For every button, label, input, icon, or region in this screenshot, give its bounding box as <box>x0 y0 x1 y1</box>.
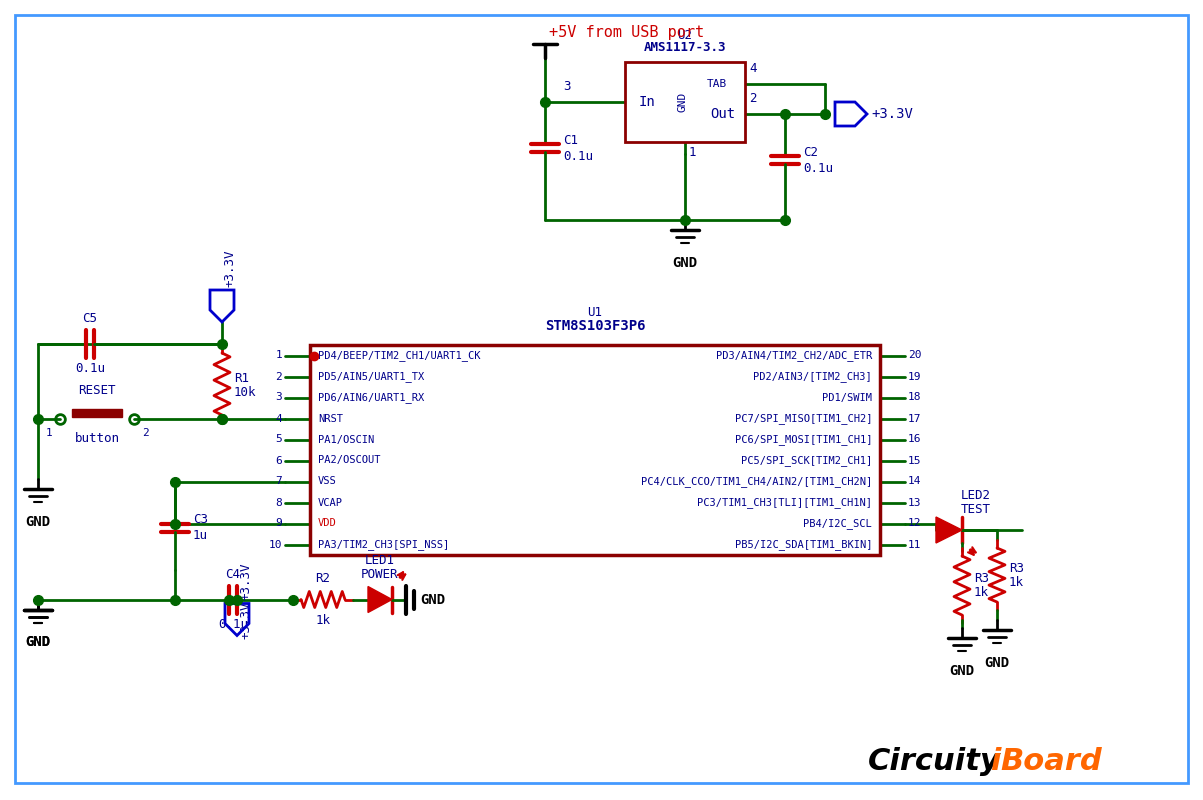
Text: GND: GND <box>672 256 698 270</box>
Text: Circuity: Circuity <box>869 747 1001 777</box>
Text: 0.1u: 0.1u <box>802 162 832 174</box>
Text: PC4/CLK_CCO/TIM1_CH4/AIN2/[TIM1_CH2N]: PC4/CLK_CCO/TIM1_CH4/AIN2/[TIM1_CH2N] <box>641 476 872 487</box>
Text: POWER: POWER <box>361 569 398 582</box>
Text: Board: Board <box>1000 747 1102 777</box>
Text: TEST: TEST <box>961 503 991 516</box>
Text: PD4/BEEP/TIM2_CH1/UART1_CK: PD4/BEEP/TIM2_CH1/UART1_CK <box>318 350 480 361</box>
Text: 2: 2 <box>142 429 149 438</box>
Text: R2: R2 <box>315 573 331 586</box>
Text: 2: 2 <box>275 371 282 382</box>
Text: PD1/SWIM: PD1/SWIM <box>822 393 872 402</box>
Text: PA3/TIM2_CH3[SPI_NSS]: PA3/TIM2_CH3[SPI_NSS] <box>318 539 449 550</box>
Bar <box>72 409 122 417</box>
Text: GND: GND <box>25 635 51 650</box>
Text: button: button <box>75 433 119 446</box>
Text: 0.1u: 0.1u <box>218 618 248 630</box>
Text: 2: 2 <box>749 92 757 105</box>
Text: GND: GND <box>678 92 688 112</box>
Text: C3: C3 <box>192 513 208 526</box>
Text: PD6/AIN6/UART1_RX: PD6/AIN6/UART1_RX <box>318 392 425 403</box>
Text: 20: 20 <box>908 350 921 361</box>
Text: PC5/SPI_SCK[TIM2_CH1]: PC5/SPI_SCK[TIM2_CH1] <box>741 455 872 466</box>
Text: VDD: VDD <box>318 518 337 529</box>
Text: PA1/OSCIN: PA1/OSCIN <box>318 434 374 445</box>
Text: PC7/SPI_MISO[TIM1_CH2]: PC7/SPI_MISO[TIM1_CH2] <box>735 413 872 424</box>
Text: PD5/AIN5/UART1_TX: PD5/AIN5/UART1_TX <box>318 371 425 382</box>
Text: GND: GND <box>25 514 51 529</box>
Text: GND: GND <box>984 656 1009 670</box>
Text: 4: 4 <box>749 62 757 75</box>
Text: +3.3V: +3.3V <box>871 107 913 121</box>
Text: NRST: NRST <box>318 414 343 423</box>
Text: PA2/OSCOUT: PA2/OSCOUT <box>318 455 380 466</box>
Text: 19: 19 <box>908 371 921 382</box>
Text: 8: 8 <box>275 498 282 507</box>
Text: +3.3V: +3.3V <box>239 602 251 639</box>
Text: RESET: RESET <box>78 383 115 397</box>
Text: R1: R1 <box>235 371 249 385</box>
Text: 3: 3 <box>275 393 282 402</box>
Text: TAB: TAB <box>707 79 727 90</box>
Text: LED1: LED1 <box>365 554 395 567</box>
Text: +5V from USB port: +5V from USB port <box>549 25 704 40</box>
Polygon shape <box>368 586 392 613</box>
Bar <box>626 62 745 142</box>
Text: 16: 16 <box>908 434 921 445</box>
Text: STM8S103F3P6: STM8S103F3P6 <box>545 319 645 333</box>
Text: AMS1117-3.3: AMS1117-3.3 <box>644 41 727 54</box>
Text: In: In <box>639 95 656 109</box>
Text: 3: 3 <box>563 80 570 93</box>
Text: C4: C4 <box>225 569 241 582</box>
Text: U1: U1 <box>587 306 603 319</box>
Text: C1: C1 <box>563 134 577 146</box>
Text: +3.3V: +3.3V <box>239 563 251 601</box>
Text: PD3/AIN4/TIM2_CH2/ADC_ETR: PD3/AIN4/TIM2_CH2/ADC_ETR <box>716 350 872 361</box>
Text: R3: R3 <box>974 573 989 586</box>
Text: GND: GND <box>25 635 51 650</box>
Text: 15: 15 <box>908 455 921 466</box>
Text: 5: 5 <box>275 434 282 445</box>
Bar <box>310 345 881 555</box>
Text: C5: C5 <box>83 313 97 326</box>
Text: VSS: VSS <box>318 477 337 486</box>
Text: VCAP: VCAP <box>318 498 343 507</box>
Text: PB4/I2C_SCL: PB4/I2C_SCL <box>804 518 872 529</box>
Text: 0.1u: 0.1u <box>563 150 593 162</box>
Text: PD2/AIN3/[TIM2_CH3]: PD2/AIN3/[TIM2_CH3] <box>753 371 872 382</box>
Text: 1u: 1u <box>192 529 208 542</box>
Text: 1k: 1k <box>974 586 989 599</box>
Text: 6: 6 <box>275 455 282 466</box>
Text: 1: 1 <box>689 146 697 159</box>
Text: 10: 10 <box>268 539 282 550</box>
Text: 1: 1 <box>46 429 52 438</box>
Text: LED2: LED2 <box>961 489 991 502</box>
Text: 1k: 1k <box>1009 577 1024 590</box>
Text: U2: U2 <box>677 29 693 42</box>
Text: R3: R3 <box>1009 562 1024 575</box>
Polygon shape <box>936 517 962 543</box>
Text: 1: 1 <box>275 350 282 361</box>
Text: 10k: 10k <box>235 386 256 398</box>
Text: GND: GND <box>420 593 445 606</box>
Text: 9: 9 <box>275 518 282 529</box>
Text: GND: GND <box>949 664 974 678</box>
Text: C2: C2 <box>802 146 818 158</box>
Text: 12: 12 <box>908 518 921 529</box>
Text: PC6/SPI_MOSI[TIM1_CH1]: PC6/SPI_MOSI[TIM1_CH1] <box>735 434 872 445</box>
Text: 14: 14 <box>908 477 921 486</box>
Text: 18: 18 <box>908 393 921 402</box>
Text: PC3/TIM1_CH3[TLI][TIM1_CH1N]: PC3/TIM1_CH3[TLI][TIM1_CH1N] <box>697 497 872 508</box>
Text: i: i <box>990 747 1001 777</box>
Text: 11: 11 <box>908 539 921 550</box>
Text: 0.1u: 0.1u <box>75 362 105 374</box>
Text: 4: 4 <box>275 414 282 423</box>
Text: 7: 7 <box>275 477 282 486</box>
Text: 1k: 1k <box>315 614 331 626</box>
Text: Out: Out <box>711 107 735 121</box>
Text: 17: 17 <box>908 414 921 423</box>
Text: PB5/I2C_SDA[TIM1_BKIN]: PB5/I2C_SDA[TIM1_BKIN] <box>735 539 872 550</box>
Text: 13: 13 <box>908 498 921 507</box>
Text: +3.3V: +3.3V <box>224 250 237 287</box>
